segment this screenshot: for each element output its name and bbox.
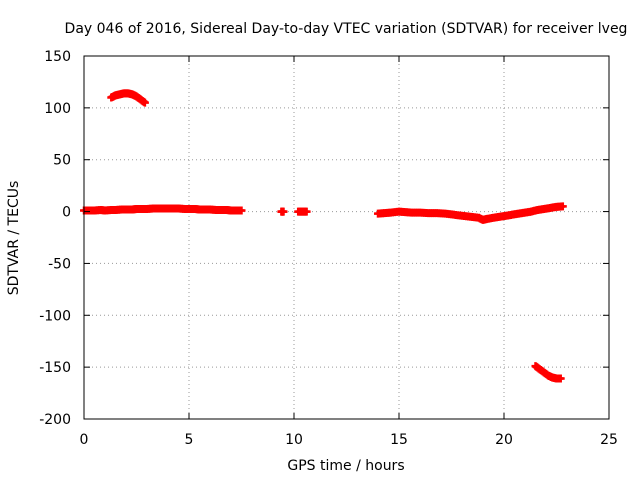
x-tick-label: 15 — [390, 432, 408, 448]
y-tick-label: -150 — [39, 360, 71, 376]
data-point — [279, 207, 288, 216]
x-tick-labels: 0 5 10 15 20 25 — [80, 432, 618, 448]
y-tick-label: 100 — [44, 101, 71, 117]
series-3 — [277, 207, 288, 216]
axis-ticks — [83, 55, 610, 420]
data-point — [556, 374, 565, 383]
x-tick-label: 25 — [600, 432, 618, 448]
series-4 — [294, 207, 311, 216]
series-5 — [374, 202, 567, 224]
plot-frame — [83, 55, 610, 420]
x-axis-label: GPS time / hours — [287, 458, 404, 474]
data-points — [80, 89, 567, 383]
series-6 — [531, 362, 565, 383]
y-tick-label: -100 — [39, 308, 71, 324]
y-tick-label: -50 — [48, 256, 71, 272]
y-tick-label: 150 — [44, 49, 71, 65]
data-point — [140, 98, 149, 107]
y-tick-labels: -200 -150 -100 -50 0 50 100 150 — [39, 49, 71, 428]
data-point — [302, 207, 311, 216]
grid-lines — [84, 56, 609, 419]
y-tick-label: 0 — [62, 205, 71, 221]
chart-title: Day 046 of 2016, Sidereal Day-to-day VTE… — [65, 21, 628, 37]
series-1 — [80, 204, 246, 215]
series-2 — [107, 89, 149, 107]
x-tick-label: 20 — [495, 432, 513, 448]
x-tick-label: 10 — [285, 432, 303, 448]
data-point — [237, 206, 246, 215]
y-axis-label: SDTVAR / TECUs — [6, 181, 22, 296]
y-tick-label: 50 — [53, 153, 71, 169]
x-tick-label: 0 — [80, 432, 89, 448]
y-tick-label: -200 — [39, 412, 71, 428]
data-point — [558, 202, 567, 211]
x-tick-label: 5 — [185, 432, 194, 448]
